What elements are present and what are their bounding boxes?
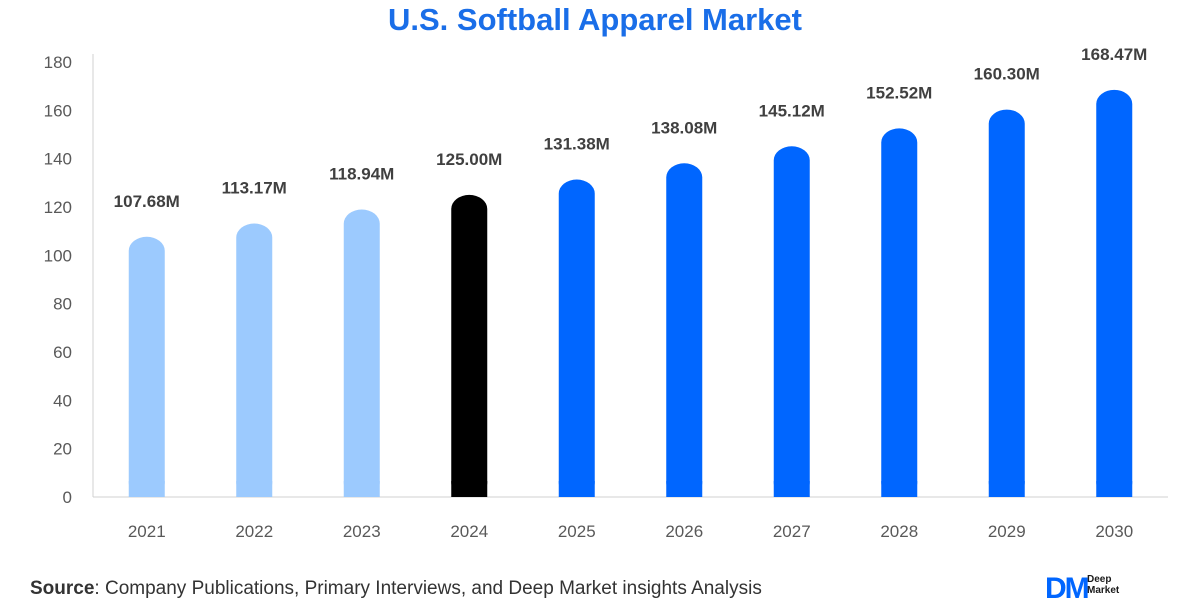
y-tick-label: 20 [53, 440, 72, 459]
source-note: Source: Company Publications, Primary In… [30, 578, 762, 600]
bar-2024 [451, 194, 488, 497]
data-label-2027: 145.12M [759, 101, 825, 120]
x-tick-label-2021: 2021 [128, 522, 166, 541]
chart-title: U.S. Softball Apparel Market [388, 2, 802, 37]
y-tick-label: 180 [44, 53, 72, 72]
y-tick-label: 60 [53, 343, 72, 362]
y-tick-label: 140 [44, 150, 72, 169]
x-tick-label-2022: 2022 [235, 522, 273, 541]
data-label-2028: 152.52M [866, 83, 932, 102]
bar-base-2022 [236, 481, 273, 497]
x-tick-label-2030: 2030 [1095, 522, 1133, 541]
y-tick-label: 40 [53, 391, 72, 410]
x-tick-label-2024: 2024 [450, 522, 488, 541]
data-label-2029: 160.30M [974, 65, 1040, 84]
y-axis-ticks: 0 20 40 60 80 100 120 140 160 180 [44, 53, 72, 507]
y-tick-label: 160 [44, 101, 72, 120]
chart-bars [128, 89, 1133, 498]
data-label-2021: 107.68M [114, 192, 180, 211]
x-tick-label-2025: 2025 [558, 522, 596, 541]
chart-data-labels: 107.68M 113.17M 118.94M 125.00M 131.38M 138.0… [114, 45, 1148, 211]
y-tick-label: 80 [53, 295, 72, 314]
brand-logo: DM Deep Market [1045, 572, 1185, 605]
data-label-2026: 138.08M [651, 118, 717, 137]
logo-line-2: Market [1087, 585, 1120, 596]
bar-2025 [558, 179, 595, 497]
bar-base-2025 [558, 481, 595, 497]
bar-base-2028 [881, 481, 918, 497]
bar-2027 [773, 146, 810, 497]
data-label-2030: 168.47M [1081, 45, 1147, 64]
bar-2023 [343, 209, 380, 498]
bar-base-2024 [451, 481, 488, 497]
bar-base-2029 [988, 481, 1025, 497]
x-tick-label-2026: 2026 [665, 522, 703, 541]
bar-2028 [881, 128, 918, 497]
bar-base-2021 [128, 481, 165, 497]
bar-2030 [1096, 89, 1133, 497]
logo-text: Deep Market [1087, 574, 1147, 596]
bar-2021 [128, 236, 165, 498]
logo-line-1: Deep [1087, 574, 1112, 585]
bar-2029 [988, 109, 1025, 497]
bar-base-2027 [773, 481, 810, 497]
y-tick-label: 120 [44, 198, 72, 217]
data-label-2023: 118.94M [329, 165, 394, 184]
y-tick-label: 0 [63, 488, 72, 507]
bar-2022 [236, 223, 273, 497]
bar-2026 [666, 163, 703, 497]
x-tick-label-2028: 2028 [880, 522, 918, 541]
x-tick-label-2027: 2027 [773, 522, 811, 541]
logo-mark: DM [1045, 572, 1090, 605]
y-tick-label: 100 [44, 246, 72, 265]
data-label-2024: 125.00M [436, 150, 502, 169]
x-tick-label-2023: 2023 [343, 522, 381, 541]
bar-base-2023 [343, 481, 380, 497]
source-text: : Company Publications, Primary Intervie… [94, 578, 762, 599]
source-label: Source [30, 578, 95, 599]
x-tick-label-2029: 2029 [988, 522, 1026, 541]
bar-base-2030 [1096, 481, 1133, 497]
data-label-2025: 131.38M [544, 134, 610, 153]
x-axis-ticks: 2021 2022 2023 2024 2025 2026 2027 2028 2029 2030 [128, 522, 1133, 541]
data-label-2022: 113.17M [222, 179, 287, 198]
bar-base-2026 [666, 481, 703, 497]
